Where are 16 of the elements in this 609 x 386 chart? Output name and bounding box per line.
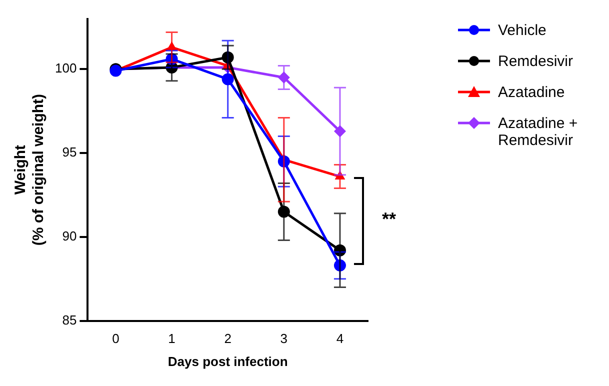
legend-label: Vehicle <box>498 22 546 39</box>
legend-label: Remdesivir <box>498 53 574 70</box>
y-axis-title: Weight (% of original weight) <box>12 94 48 246</box>
y-tick-label: 90 <box>62 228 77 244</box>
x-tick-label: 4 <box>336 331 344 346</box>
x-tick-label: 2 <box>224 331 232 346</box>
x-tick-label: 0 <box>112 331 120 346</box>
y-tick-label: 85 <box>62 312 77 328</box>
x-tick-label: 1 <box>168 331 176 346</box>
x-axis-title: Days post infection <box>168 354 288 369</box>
x-tick-label: 3 <box>280 331 288 346</box>
y-tick-label: 95 <box>62 144 77 160</box>
annotation: ** <box>382 209 396 230</box>
legend-label: Azatadine + Remdesivir <box>498 115 579 149</box>
y-tick-label: 100 <box>54 60 77 76</box>
legend-label: Azatadine <box>498 84 565 101</box>
